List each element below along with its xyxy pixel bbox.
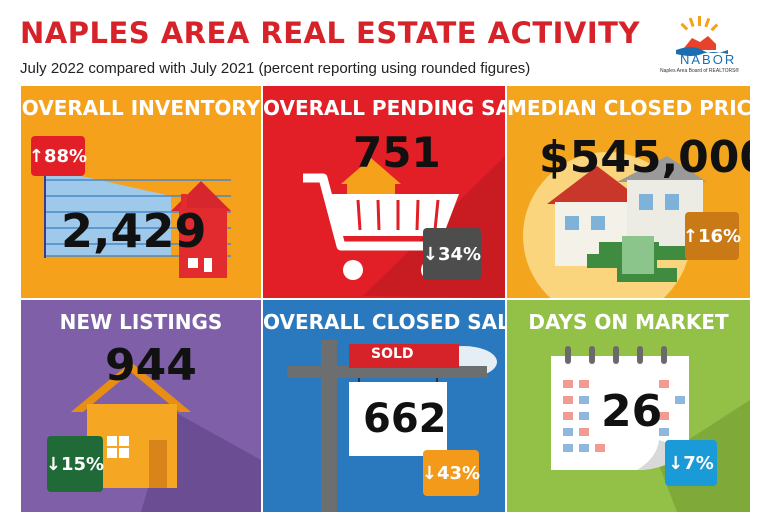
stat-value: $545,000 <box>539 132 750 183</box>
change-badge: ↓34% <box>423 228 481 280</box>
stat-value: 662 <box>363 396 447 442</box>
stat-value: 2,429 <box>61 204 207 258</box>
change-badge: ↑16% <box>683 212 741 260</box>
tile-label: OVERALL CLOSED SALES <box>263 310 505 334</box>
sold-label: SOLD <box>371 346 414 362</box>
tile-label: OVERALL INVENTORY <box>21 96 261 120</box>
tile-label: DAYS ON MARKET <box>528 310 729 334</box>
tile-overall-pending-sales: OVERALL PENDING SALES 751 ↓34% <box>263 86 505 298</box>
tile-label: NEW LISTINGS <box>59 310 223 334</box>
tile-median-closed-price: MEDIAN CLOSED PRICE $545,000 ↑16% <box>507 86 750 298</box>
stat-value: 26 <box>601 386 663 437</box>
sold-sign-icon <box>287 340 497 512</box>
change-badge: ↓15% <box>46 436 104 492</box>
tile-new-listings: NEW LISTINGS 944 ↓15% <box>21 300 261 512</box>
page-subtitle: July 2022 compared with July 2021 (perce… <box>20 60 531 77</box>
change-badge: ↑88% <box>29 136 87 176</box>
change-badge: ↓43% <box>422 450 480 496</box>
house-with-money-icon <box>523 152 707 298</box>
red-house-icon <box>171 181 231 278</box>
logo-name: NABOR <box>680 52 737 67</box>
change-badge: ↓7% <box>665 440 717 486</box>
page-title: NAPLES AREA REAL ESTATE ACTIVITY <box>20 16 640 50</box>
logo-tagline: Naples Area Board of REALTORS® <box>660 68 740 74</box>
tile-overall-inventory: OVERALL INVENTORY 2,429 ↑88% <box>21 86 261 298</box>
tile-label: OVERALL PENDING SALES <box>263 96 505 120</box>
tile-days-on-market: DAYS ON MARKET 26 ↓7% <box>507 300 750 512</box>
stat-value: 751 <box>353 128 441 177</box>
tile-overall-closed-sales: OVERALL CLOSED SALES SOLD 662 ↓43% <box>263 300 505 512</box>
stat-value: 944 <box>105 340 197 391</box>
nabor-logo-icon <box>676 16 728 56</box>
tile-label: MEDIAN CLOSED PRICE <box>507 96 750 120</box>
